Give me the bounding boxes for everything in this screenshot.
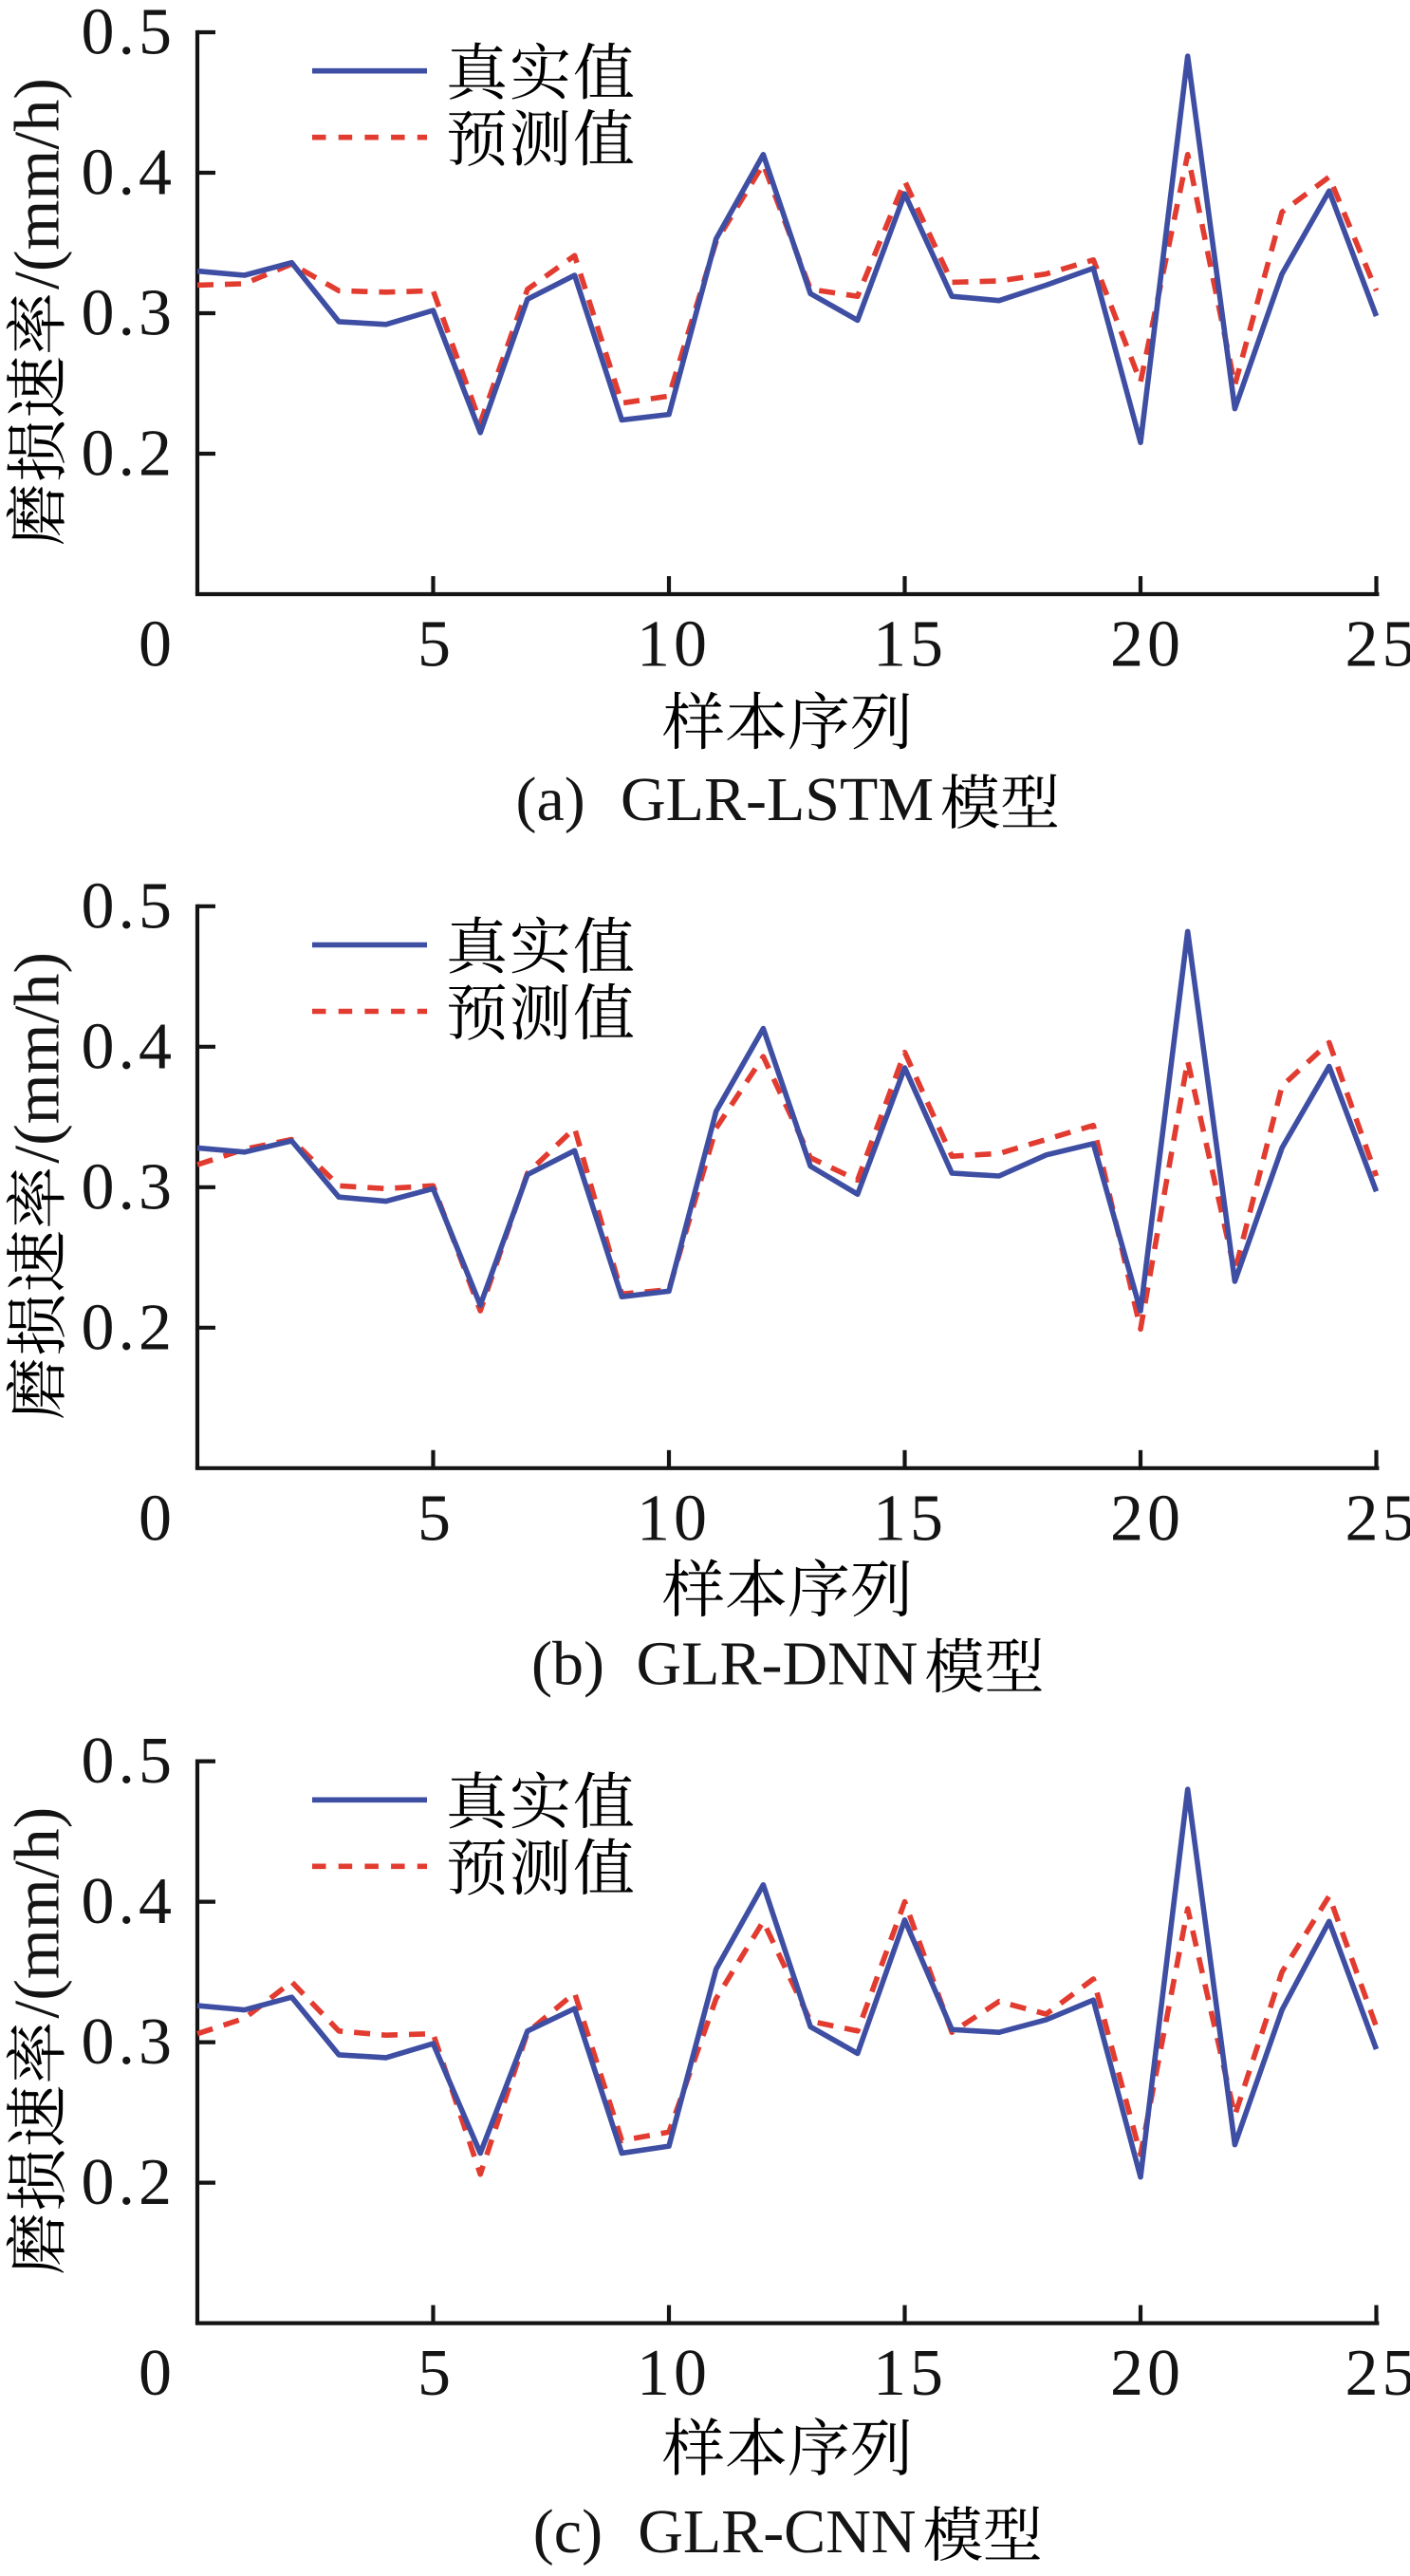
- svg-text:25: 25: [1345, 1482, 1410, 1555]
- svg-text:0.2: 0.2: [82, 1291, 176, 1364]
- svg-text:25: 25: [1345, 608, 1410, 681]
- svg-text:20: 20: [1110, 1482, 1184, 1555]
- svg-text:/(mm/h): /(mm/h): [1, 952, 73, 1164]
- svg-text:10: 10: [637, 1482, 711, 1555]
- svg-text:0.5: 0.5: [82, 0, 176, 69]
- svg-text:0.3: 0.3: [82, 2006, 176, 2079]
- svg-text:(c): (c): [533, 2497, 603, 2567]
- svg-text:0: 0: [139, 608, 176, 681]
- svg-text:(b): (b): [531, 1629, 604, 1698]
- svg-text:0.4: 0.4: [82, 1865, 176, 1938]
- svg-text:15: 15: [873, 2337, 947, 2410]
- svg-text:10: 10: [637, 608, 711, 681]
- svg-text:5: 5: [417, 608, 455, 681]
- svg-text:0.4: 0.4: [82, 1010, 176, 1083]
- svg-text:5: 5: [417, 2337, 455, 2410]
- svg-text:0.3: 0.3: [82, 277, 176, 350]
- svg-text:15: 15: [873, 1482, 947, 1555]
- svg-text:(a): (a): [516, 765, 585, 834]
- svg-text:GLR-DNN: GLR-DNN: [637, 1629, 918, 1698]
- svg-text:/(mm/h): /(mm/h): [1, 78, 73, 289]
- svg-text:25: 25: [1345, 2337, 1410, 2410]
- svg-text:0.5: 0.5: [82, 1725, 176, 1798]
- svg-text:15: 15: [873, 608, 947, 681]
- svg-text:0.2: 0.2: [82, 2146, 176, 2219]
- svg-text:20: 20: [1110, 2337, 1184, 2410]
- svg-text:0.4: 0.4: [82, 137, 176, 210]
- svg-text:0.3: 0.3: [82, 1150, 176, 1223]
- svg-text:/(mm/h): /(mm/h): [1, 1807, 73, 2019]
- svg-text:GLR-CNN: GLR-CNN: [638, 2497, 916, 2567]
- svg-text:0: 0: [139, 2337, 176, 2410]
- svg-text:10: 10: [637, 2337, 711, 2410]
- svg-text:20: 20: [1110, 608, 1184, 681]
- svg-text:0.5: 0.5: [82, 869, 176, 943]
- svg-text:0.2: 0.2: [82, 418, 176, 491]
- svg-text:5: 5: [417, 1482, 455, 1555]
- svg-text:GLR-LSTM: GLR-LSTM: [621, 765, 934, 834]
- svg-text:0: 0: [139, 1482, 176, 1555]
